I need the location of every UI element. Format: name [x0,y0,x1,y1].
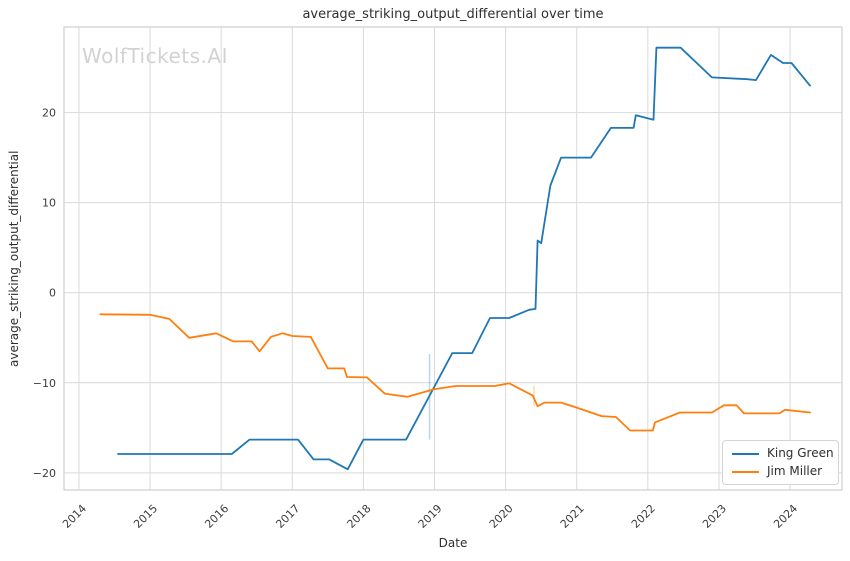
x-tick-label: 2019 [416,502,445,531]
x-tick-label: 2015 [131,502,160,531]
legend: King Green Jim Miller [722,440,839,486]
x-tick-label: 2021 [558,502,587,531]
x-tick-label: 2022 [629,502,658,531]
x-tick-label: 2024 [771,502,800,531]
legend-label-king-green: King Green [767,446,834,460]
series-line-king-green [117,46,811,471]
x-tick-label: 2016 [202,502,231,531]
x-tick-label: 2014 [60,502,89,531]
legend-swatch-king-green [732,452,759,455]
watermark: WolfTickets.AI [82,44,228,68]
y-tick-label: 20 [42,107,56,120]
y-tick-label: −20 [33,467,56,480]
x-tick-label: 2023 [700,502,729,531]
x-tick-label: 2020 [487,502,516,531]
series-line-jim-miller [99,313,811,432]
y-axis-label: average_striking_output_differential [7,150,21,367]
x-tick-label: 2018 [345,502,374,531]
y-tick-label: 0 [49,287,56,300]
legend-item-king-green: King Green [732,446,834,460]
x-tick-label: 2017 [273,502,302,531]
y-tick-label: 10 [42,197,56,210]
legend-swatch-jim-miller [732,470,759,473]
y-tick-label: −10 [33,377,56,390]
legend-item-jim-miller: Jim Miller [732,464,830,479]
plot-frame [63,26,843,491]
x-axis-label: Date [438,536,468,550]
chart-title: average_striking_output_differential ove… [302,7,604,22]
legend-label-jim-miller: Jim Miller [767,464,823,479]
